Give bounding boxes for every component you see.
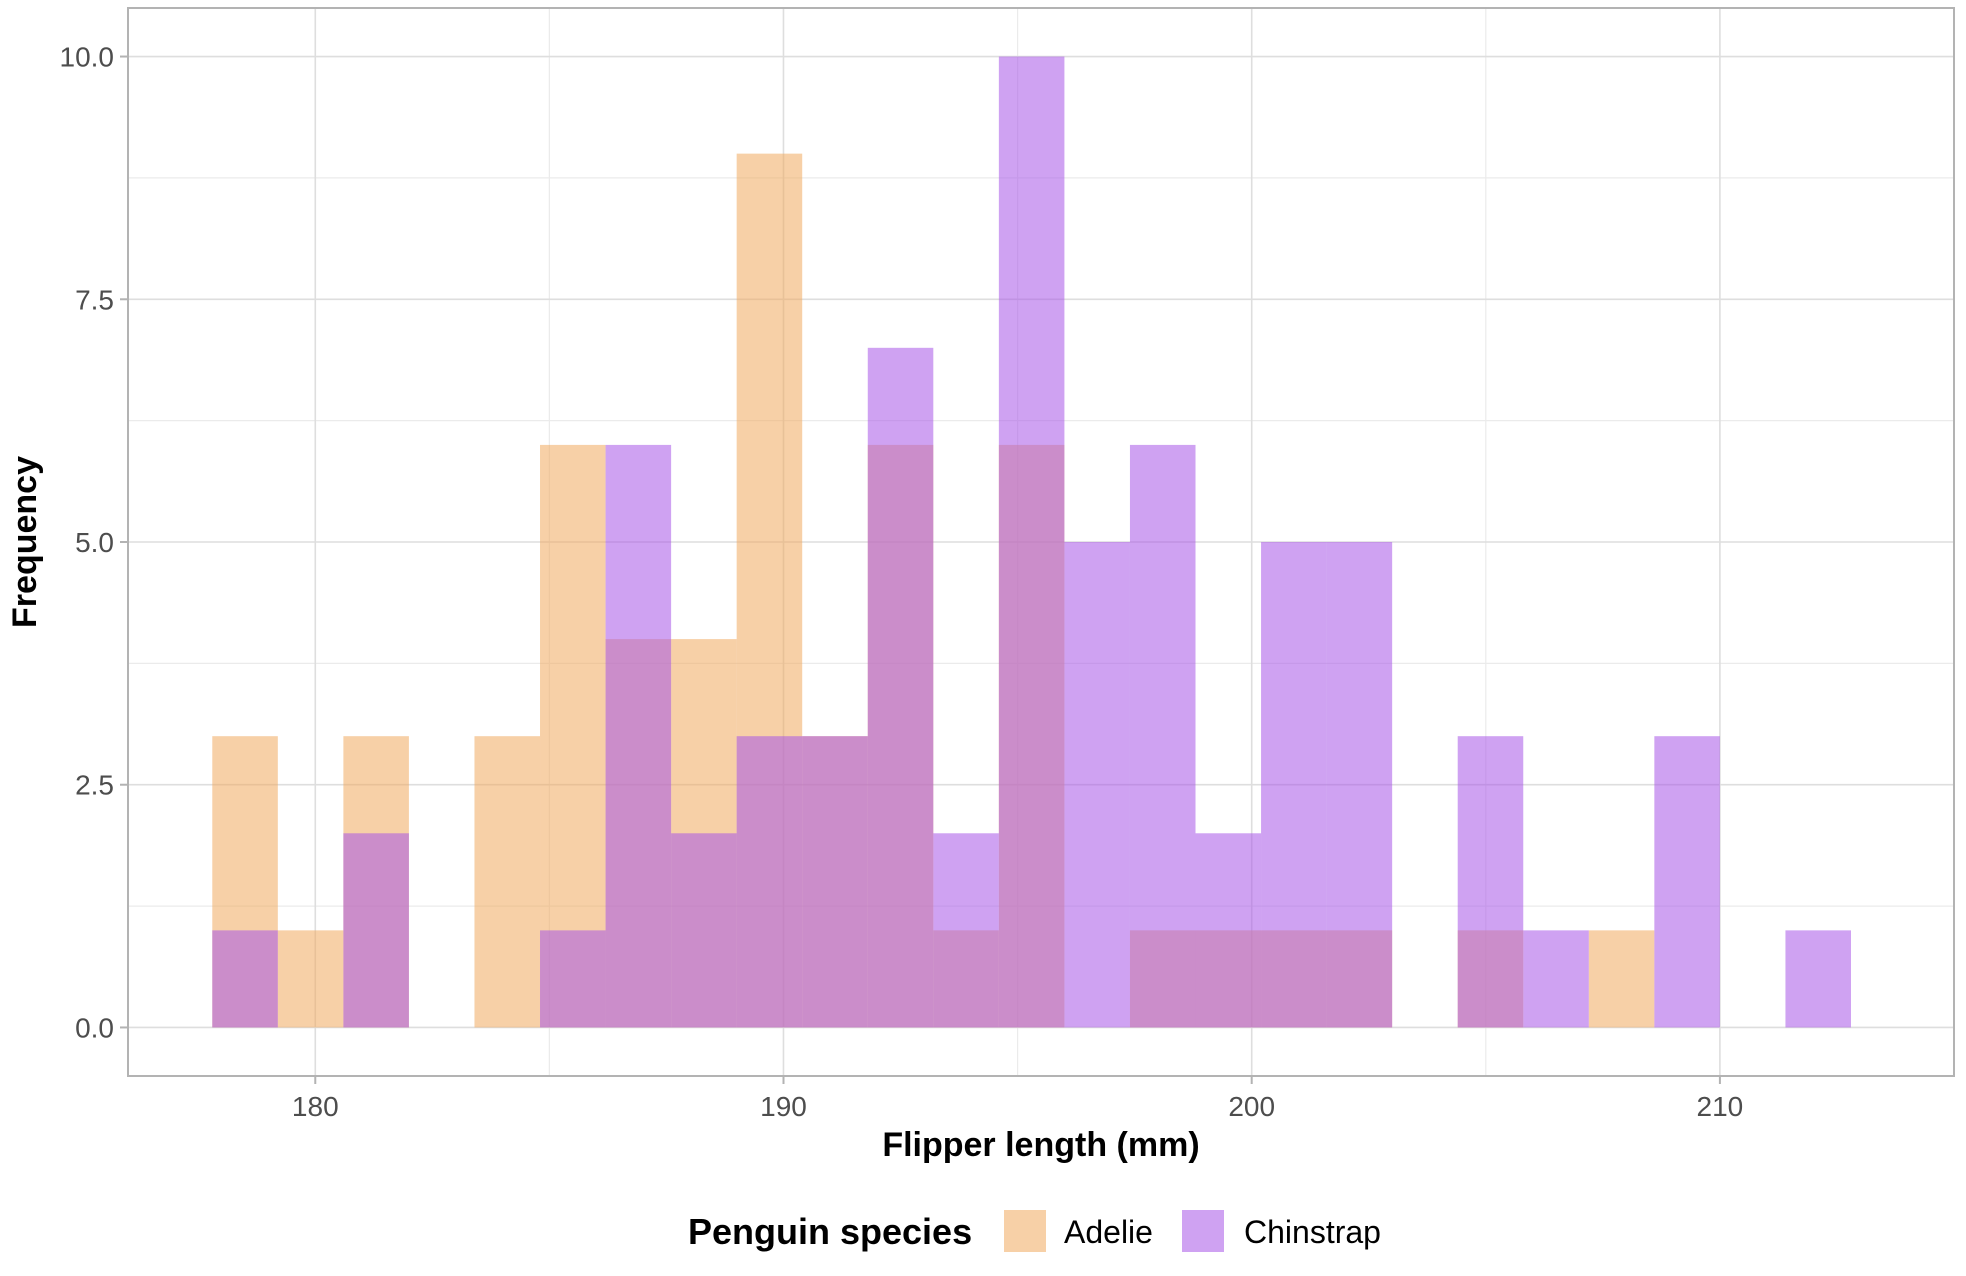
bar-adelie: [277, 930, 344, 1028]
legend-label-chinstrap: Chinstrap: [1244, 1214, 1381, 1250]
legend-key-chinstrap: [1182, 1210, 1224, 1252]
axis-ticks: 180 190 200 210 0.0 2.5 5.0 7.5 10.0: [60, 42, 1744, 1122]
bar-chinstrap: [212, 930, 278, 1028]
bar-chinstrap: [867, 347, 934, 1028]
bar-chinstrap: [1064, 542, 1130, 1028]
legend-key-adelie: [1004, 1210, 1046, 1252]
bar-chinstrap: [605, 444, 672, 1028]
legend-label-adelie: Adelie: [1064, 1214, 1153, 1250]
histogram-bars: [212, 56, 1851, 1028]
bar-chinstrap: [1654, 736, 1720, 1028]
bar-chinstrap: [1129, 444, 1196, 1028]
y-tick-label: 0.0: [75, 1012, 114, 1043]
y-tick-label: 10.0: [60, 42, 115, 73]
bar-adelie: [1588, 930, 1655, 1028]
bar-chinstrap: [1523, 930, 1589, 1028]
bar-chinstrap: [1195, 833, 1262, 1028]
bar-chinstrap: [540, 930, 606, 1028]
bar-chinstrap: [933, 833, 999, 1028]
bar-chinstrap: [1785, 930, 1851, 1028]
bar-chinstrap: [802, 736, 868, 1028]
y-tick-label: 7.5: [75, 284, 114, 315]
y-tick-label: 2.5: [75, 770, 114, 801]
bar-chinstrap: [343, 833, 409, 1028]
x-tick-label: 180: [292, 1091, 339, 1122]
bar-chinstrap: [1261, 542, 1327, 1028]
bar-adelie: [474, 736, 541, 1028]
x-tick-label: 200: [1228, 1091, 1275, 1122]
bar-chinstrap: [1326, 542, 1393, 1028]
bar-chinstrap: [671, 833, 737, 1028]
x-tick-label: 210: [1697, 1091, 1744, 1122]
x-tick-label: 190: [760, 1091, 807, 1122]
x-axis-title: Flipper length (mm): [882, 1126, 1199, 1164]
legend-title: Penguin species: [688, 1211, 972, 1252]
y-axis-title: Frequency: [6, 456, 44, 628]
bar-chinstrap: [1457, 736, 1524, 1028]
bar-chinstrap: [736, 736, 803, 1028]
bar-chinstrap: [998, 56, 1065, 1028]
legend: Penguin species Adelie Chinstrap: [688, 1210, 1381, 1252]
y-tick-label: 5.0: [75, 527, 114, 558]
